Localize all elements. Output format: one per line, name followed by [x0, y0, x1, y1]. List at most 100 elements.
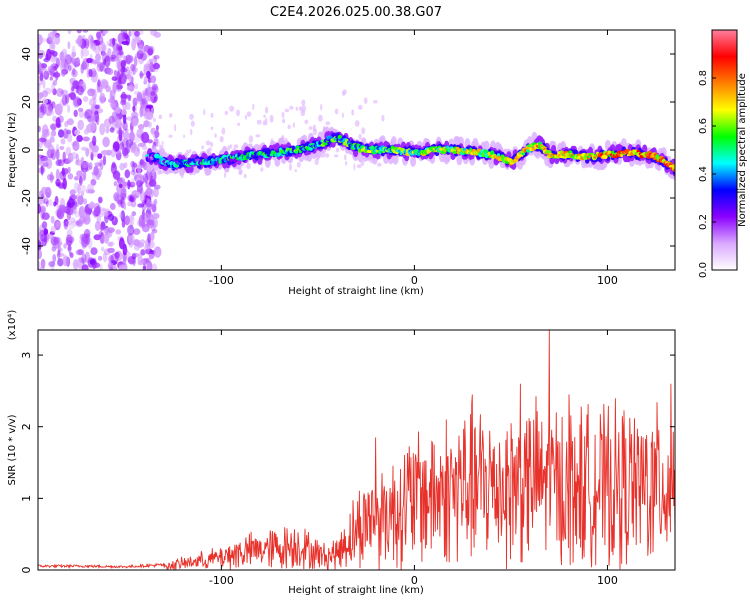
heatmap-noise-cell [122, 121, 128, 131]
heatmap-noise-cell [87, 183, 94, 192]
heatmap-noise-cell [90, 152, 94, 161]
heatmap-faint-cell [358, 104, 363, 110]
spectrogram-heatmap [38, 30, 675, 270]
heatmap-noise-cell [41, 90, 49, 98]
heatmap-noise-cell [94, 221, 101, 231]
heatmap-noise-cell [40, 63, 48, 69]
heatmap-noise-cell [131, 253, 137, 260]
heatmap-noise-cell [38, 34, 43, 46]
heatmap-noise-cell [82, 30, 89, 33]
heatmap-noise-cell [65, 220, 73, 225]
heatmap-faint-cell [210, 126, 214, 130]
heatmap-noise-cell [47, 65, 56, 74]
heatmap-noise-cell [55, 57, 61, 68]
heatmap-noise-cell [110, 148, 116, 158]
heatmap-noise-cell [78, 109, 84, 118]
heatmap-noise-cell [88, 162, 93, 170]
heatmap-noise-cell [109, 202, 116, 211]
heatmap-noise-cell [133, 228, 141, 235]
heatmap-noise-cell [150, 75, 157, 84]
heatmap-noise-cell [69, 60, 74, 71]
heatmap-faint-cell [377, 162, 382, 167]
heatmap-noise-cell [38, 60, 42, 72]
heatmap-noise-cell [118, 183, 123, 189]
heatmap-ridge-cell [410, 155, 417, 167]
heatmap-noise-cell [61, 70, 66, 77]
heatmap-noise-cell [50, 123, 57, 131]
heatmap-ridge-core-cell [607, 150, 612, 155]
heatmap-noise-cell [150, 91, 156, 96]
heatmap-faint-cell [229, 144, 233, 149]
heatmap-noise-cell [84, 109, 93, 119]
heatmap-noise-cell [151, 213, 160, 219]
heatmap-faint-cell [334, 154, 339, 158]
heatmap-noise-cell [52, 30, 57, 36]
heatmap-ridge-cell [392, 153, 399, 165]
heatmap-noise-cell [62, 168, 69, 175]
heatmap-noise-cell [55, 117, 61, 128]
heatmap-noise-cell [96, 31, 101, 39]
heatmap-faint-cell [246, 162, 251, 170]
heatmap-noise-cell [88, 68, 93, 78]
heatmap-noise-cell [49, 40, 56, 53]
heatmap-faint-cell [320, 103, 323, 111]
heatmap-noise-cell [71, 45, 76, 57]
colorbar-tick-label: 0.8 [698, 70, 709, 86]
heatmap-noise-cell [46, 142, 52, 148]
heatmap-noise-cell [94, 104, 100, 110]
heatmap-noise-cell [42, 124, 49, 136]
heatmap-faint-cell [264, 117, 268, 126]
heatmap-noise-cell [134, 83, 139, 90]
heatmap-faint-cell [156, 168, 162, 175]
heatmap-noise-cell [112, 171, 120, 179]
heatmap-noise-cell [92, 96, 97, 106]
heatmap-noise-cell [62, 52, 67, 62]
heatmap-noise-cell [61, 94, 68, 106]
heatmap-noise-cell [119, 162, 125, 171]
heatmap-faint-cell [221, 127, 226, 135]
heatmap-faint-cell [281, 111, 285, 119]
heatmap-noise-cell [103, 248, 111, 256]
heatmap-noise-cell [127, 69, 133, 82]
heatmap-noise-cell [148, 121, 152, 128]
heatmap-noise-cell [136, 180, 143, 188]
heatmap-noise-cell [40, 165, 44, 176]
heatmap-noise-cell [122, 55, 127, 61]
heatmap-noise-cell [80, 190, 85, 197]
snr-x-axis-label: Height of straight line (km) [288, 585, 424, 596]
heatmap-noise-cell [120, 210, 126, 222]
heatmap-faint-cell [161, 141, 164, 145]
heatmap-noise-cell [76, 30, 82, 34]
heatmap-noise-cell [141, 224, 150, 233]
heatmap-noise-cell [39, 37, 47, 43]
heatmap-faint-cell [152, 133, 156, 138]
heatmap-noise-cell [41, 129, 50, 138]
heatmap-noise-cell [109, 127, 115, 133]
heatmap-faint-cell [210, 141, 214, 148]
heatmap-noise-cell [38, 66, 41, 75]
heatmap-noise-cell [50, 38, 55, 49]
x-tick-label: 100 [597, 574, 618, 587]
heatmap-noise-cell [81, 235, 89, 248]
heatmap-noise-cell [153, 31, 161, 38]
heatmap-faint-cell [269, 114, 274, 123]
heatmap-faint-cell [168, 134, 173, 138]
heatmap-noise-cell [143, 212, 150, 223]
heatmap-noise-cell [76, 170, 83, 177]
heatmap-noise-cell [75, 219, 84, 228]
heatmap-faint-cell [353, 163, 356, 171]
heatmap-noise-cell [128, 181, 136, 188]
heatmap-noise-cell [97, 61, 102, 68]
heatmap-faint-cell [373, 100, 378, 104]
heatmap-noise-cell [40, 156, 49, 166]
heatmap-noise-cell [141, 145, 148, 150]
heatmap-faint-cell [256, 119, 262, 125]
heatmap-noise-cell [74, 129, 80, 136]
heatmap-noise-cell [137, 164, 142, 174]
heatmap-noise-cell [121, 137, 129, 149]
heatmap-faint-cell [342, 91, 346, 96]
heatmap-faint-cell [244, 114, 248, 120]
heatmap-noise-cell [111, 76, 118, 81]
heatmap-noise-cell [92, 113, 99, 122]
